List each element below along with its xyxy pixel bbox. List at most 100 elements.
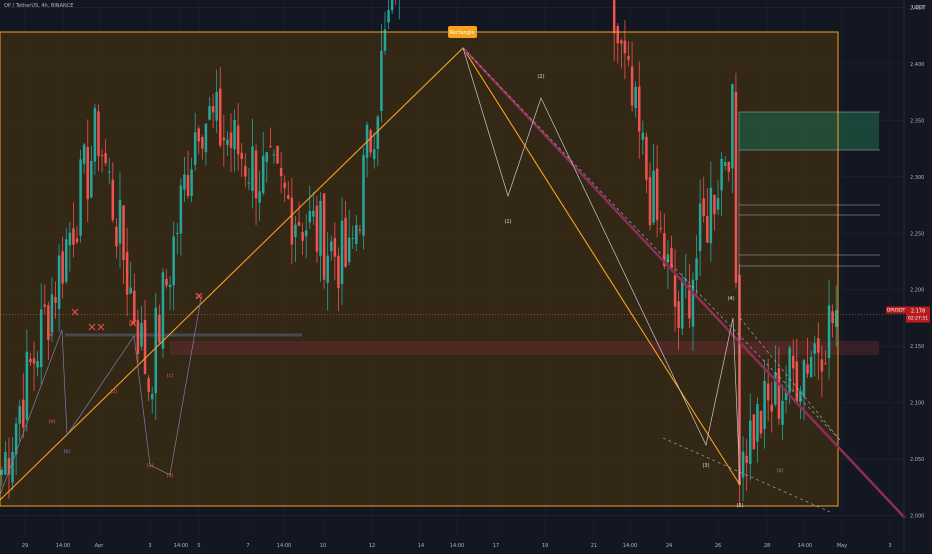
candle-body[interactable] (766, 383, 770, 401)
candle-body[interactable] (817, 338, 820, 353)
candle-body[interactable] (82, 144, 86, 164)
cross-marker[interactable] (195, 292, 203, 300)
candle-body[interactable] (620, 40, 623, 44)
candle-body[interactable] (93, 108, 97, 162)
candle-body[interactable] (161, 272, 165, 349)
candle-body[interactable] (204, 123, 208, 153)
candle-body[interactable] (347, 237, 351, 262)
candle-body[interactable] (176, 232, 179, 234)
candle-body[interactable] (337, 255, 340, 289)
candle-body[interactable] (362, 155, 365, 236)
candle-body[interactable] (652, 170, 655, 223)
candle-body[interactable] (304, 230, 308, 237)
candle-body[interactable] (240, 152, 243, 160)
candle-body[interactable] (276, 145, 279, 164)
candle-body[interactable] (666, 254, 670, 263)
candle-body[interactable] (111, 179, 115, 220)
candle-body[interactable] (272, 154, 276, 156)
candle-body[interactable] (54, 297, 57, 303)
candle-body[interactable] (716, 198, 720, 210)
candle-body[interactable] (784, 390, 788, 401)
candle-body[interactable] (104, 153, 107, 164)
candle-body[interactable] (831, 311, 834, 323)
candle-body[interactable] (791, 355, 795, 369)
candle-body[interactable] (143, 319, 147, 374)
candle-body[interactable] (50, 294, 54, 333)
candle-body[interactable] (279, 167, 283, 177)
cross-marker[interactable] (129, 319, 137, 327)
candle-body[interactable] (777, 368, 781, 419)
candle-body[interactable] (720, 158, 723, 191)
candle-body[interactable] (172, 236, 175, 286)
candle-body[interactable] (727, 161, 731, 172)
candle-body[interactable] (36, 361, 39, 368)
candle-body[interactable] (673, 274, 677, 307)
candle-body[interactable] (0, 469, 4, 475)
candle-body[interactable] (97, 111, 100, 157)
candle-body[interactable] (612, 0, 616, 34)
candle-body[interactable] (158, 314, 161, 343)
candle-body[interactable] (723, 162, 727, 167)
candle-body[interactable] (695, 258, 698, 281)
candle-body[interactable] (749, 420, 752, 465)
candle-body[interactable] (183, 174, 186, 190)
candle-body[interactable] (333, 238, 337, 257)
candle-body[interactable] (734, 91, 738, 283)
candle-body[interactable] (670, 247, 673, 269)
candle-body[interactable] (32, 358, 36, 364)
candle-body[interactable] (351, 237, 355, 239)
candle-body[interactable] (774, 372, 777, 405)
candle-body[interactable] (179, 185, 183, 234)
candle-body[interactable] (258, 191, 261, 203)
candle-body[interactable] (283, 182, 286, 189)
candle-body[interactable] (688, 285, 691, 319)
candle-body[interactable] (322, 193, 326, 280)
candle-body[interactable] (265, 152, 269, 162)
candle-body[interactable] (770, 404, 774, 412)
candle-body[interactable] (663, 233, 666, 267)
candle-body[interactable] (380, 50, 383, 111)
candle-body[interactable] (7, 458, 11, 475)
candle-body[interactable] (781, 400, 784, 425)
candle-body[interactable] (22, 399, 25, 428)
candle-body[interactable] (648, 177, 652, 226)
candle-body[interactable] (236, 125, 240, 155)
candle-body[interactable] (759, 410, 763, 434)
candle-body[interactable] (702, 198, 705, 217)
candle-body[interactable] (72, 228, 75, 245)
candle-body[interactable] (287, 195, 290, 199)
rectangle-drawing[interactable] (0, 31, 839, 507)
candle-body[interactable] (358, 229, 362, 231)
candle-body[interactable] (294, 224, 297, 237)
candle-body[interactable] (355, 225, 358, 244)
candle-body[interactable] (64, 239, 68, 282)
parallel-dashed-line[interactable] (462, 47, 841, 441)
candle-body[interactable] (79, 159, 82, 236)
candle-body[interactable] (18, 406, 21, 424)
candle-body[interactable] (4, 451, 7, 475)
candle-body[interactable] (326, 255, 329, 283)
price-axis[interactable]: USDT 2.000 2.050 2.100 2.150 2.200 2.250 2.300 2… (886, 0, 930, 550)
candle-body[interactable] (795, 361, 799, 402)
candle-body[interactable] (315, 205, 319, 252)
lower-dashed-line[interactable] (662, 437, 831, 513)
candle-body[interactable] (809, 356, 813, 378)
candle-body[interactable] (129, 287, 132, 294)
candle-body[interactable] (741, 451, 745, 478)
candle-body[interactable] (738, 274, 741, 485)
rectangle-label-tag[interactable]: Rectangle (448, 26, 477, 38)
candle-body[interactable] (269, 145, 272, 148)
candle-body[interactable] (312, 210, 315, 217)
candle-body[interactable] (75, 238, 79, 243)
candle-body[interactable] (834, 310, 838, 327)
candle-body[interactable] (713, 194, 716, 215)
candle-body[interactable] (301, 231, 304, 241)
candle-body[interactable] (623, 40, 627, 54)
candle-body[interactable] (208, 106, 211, 120)
candle-body[interactable] (390, 0, 394, 11)
candle-body[interactable] (645, 136, 648, 180)
candle-body[interactable] (61, 251, 64, 284)
candle-body[interactable] (261, 155, 265, 193)
